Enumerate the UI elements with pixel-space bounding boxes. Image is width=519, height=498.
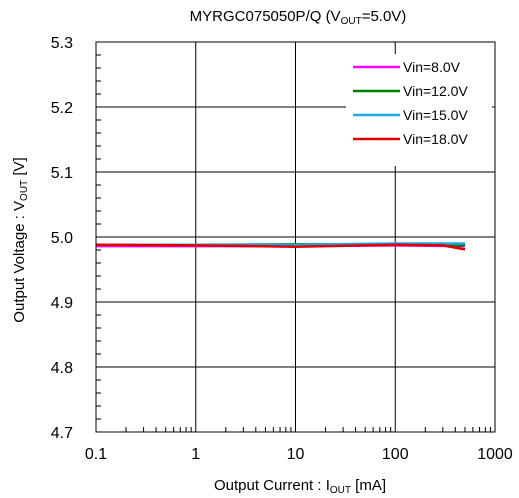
y-tick-labels: 4.7 4.8 4.9 5.0 5.1 5.2 5.3 <box>51 35 73 442</box>
x-tick-label: 0.1 <box>85 446 107 463</box>
x-tick-label: 1 <box>191 446 200 463</box>
legend-label: Vin=18.0V <box>403 131 468 147</box>
legend: Vin=8.0V Vin=12.0V Vin=15.0V Vin=18.0V <box>346 54 492 166</box>
x-tick-label: 100 <box>382 446 409 463</box>
x-tick-labels: 0.1 1 10 100 1000 <box>85 446 513 463</box>
y-tick-label: 5.3 <box>51 35 73 52</box>
x-axis-title: Output Current : IOUT [mA] <box>214 477 386 496</box>
legend-label: Vin=12.0V <box>403 83 468 99</box>
legend-label: Vin=15.0V <box>403 107 468 123</box>
x-tick-label: 10 <box>287 446 305 463</box>
chart-title: MYRGC075050P/Q (VOUT=5.0V) <box>190 8 407 27</box>
y-tick-label: 4.9 <box>51 295 73 312</box>
series-lines <box>95 242 466 251</box>
y-tick-label: 5.2 <box>51 100 73 117</box>
x-tick-label: 1000 <box>477 446 513 463</box>
y-tick-label: 5.1 <box>51 165 73 182</box>
minor-ticks <box>96 54 491 432</box>
y-tick-label: 4.7 <box>51 425 73 442</box>
y-tick-label: 4.8 <box>51 360 73 377</box>
y-axis-title: Output Voltage : VOUT [V] <box>11 157 30 322</box>
y-tick-label: 5.0 <box>51 230 73 247</box>
series-line <box>95 243 466 251</box>
plot-frame <box>95 41 496 433</box>
legend-label: Vin=8.0V <box>403 59 461 75</box>
legend-background <box>346 54 492 166</box>
